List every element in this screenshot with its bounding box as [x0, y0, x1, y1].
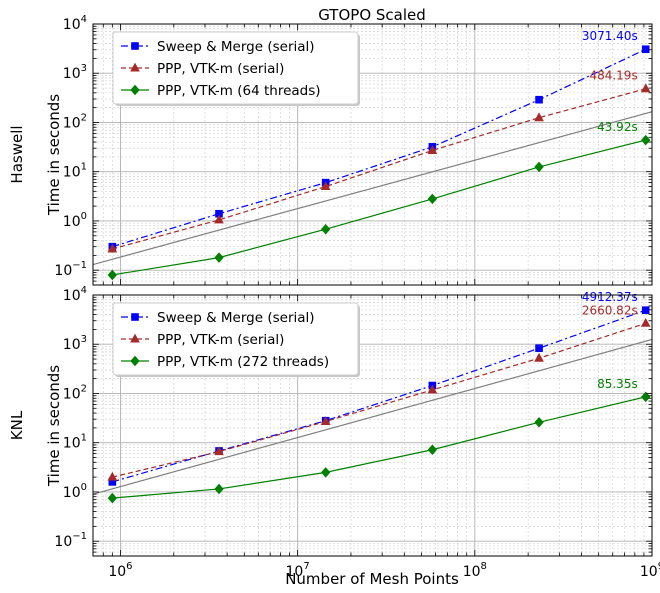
data-point: [640, 317, 651, 327]
reference-line: [93, 111, 652, 266]
y-tick-label: 103: [63, 63, 87, 82]
legend-entry: PPP, VTK-m (64 threads): [157, 83, 321, 99]
data-label: 3071.40s: [582, 29, 638, 43]
legend-marker: [130, 333, 140, 343]
y-tick-label: 10−1: [54, 531, 87, 550]
legend-entry: PPP, VTK-m (272 threads): [157, 354, 329, 370]
legend-box: [112, 302, 359, 376]
y-tick-label: 102: [63, 112, 87, 131]
panel-haswell: 3071.40s 484.19s 43.92s 10−1 100 101 102 103 104…: [8, 14, 653, 286]
data-point: [534, 352, 544, 362]
data-point: [214, 446, 224, 456]
legend-marker: [131, 42, 139, 50]
data-point: [321, 223, 331, 235]
data-point: [107, 269, 118, 281]
reference-line: [93, 338, 652, 495]
y-tick-label: 100: [63, 482, 87, 501]
data-point: [107, 471, 118, 481]
data-point: [107, 492, 118, 504]
y-tick-label: 103: [63, 334, 87, 353]
series-line: [112, 396, 646, 499]
legend: Sweep & Merge (serial) PPP, VTK-m (serial…: [112, 302, 360, 377]
data-point: [427, 193, 438, 205]
data-point: [427, 384, 438, 394]
y-tick-label: 101: [63, 162, 87, 181]
legend-marker: [130, 84, 140, 96]
legend-entry: PPP, VTK-m (serial): [157, 332, 284, 348]
data-point: [641, 45, 650, 54]
series-line: [112, 139, 646, 276]
data-label: 484.19s: [589, 69, 637, 83]
plot-frame: [92, 23, 653, 286]
chart-title: GTOPO Scaled: [318, 6, 426, 24]
y-tick-label: 104: [63, 285, 87, 304]
y-tick-label: 101: [63, 433, 87, 452]
legend-marker: [131, 313, 139, 321]
y-tick-label: 104: [63, 14, 87, 33]
data-point: [641, 391, 651, 403]
data-point: [321, 467, 331, 478]
data-point: [534, 417, 544, 428]
data-point: [427, 145, 438, 154]
data-point: [640, 83, 651, 93]
x-tick-label: 106: [108, 561, 132, 580]
data-point: [320, 181, 331, 191]
data-point: [535, 95, 543, 104]
series-2: 85.35s: [107, 377, 651, 504]
legend-marker: [130, 355, 140, 367]
y-tick-label: 102: [63, 383, 87, 402]
row-label: Haswell: [8, 125, 26, 183]
series-0: 3071.40s: [108, 29, 650, 251]
legend-entry: Sweep & Merge (serial): [157, 39, 315, 55]
y-axis-label: Time in seconds: [45, 94, 63, 216]
x-tick-label: 108: [463, 561, 487, 580]
y-tick-label: 100: [63, 211, 87, 230]
series-line: [112, 322, 646, 478]
data-point: [534, 112, 544, 122]
legend-entry: Sweep & Merge (serial): [157, 310, 315, 326]
x-tick-label: 109: [640, 561, 660, 580]
data-point: [320, 416, 331, 425]
series-1: 484.19s: [107, 69, 651, 253]
legend-entry: PPP, VTK-m (serial): [157, 61, 284, 77]
plot-frame: [92, 294, 653, 557]
series-line: [112, 48, 646, 248]
data-point: [427, 444, 438, 455]
data-label: 85.35s: [597, 377, 638, 391]
data-label: 4912.37s: [582, 290, 638, 304]
data-point: [214, 252, 224, 263]
legend: Sweep & Merge (serial) PPP, VTK-m (serial…: [112, 31, 360, 106]
y-tick-label: 10−1: [54, 260, 87, 279]
y-axis-label: Time in seconds: [45, 365, 63, 487]
data-point: [534, 161, 544, 173]
series-2: 43.92s: [107, 120, 651, 281]
data-label: 43.92s: [597, 120, 638, 134]
data-point: [107, 243, 118, 253]
legend-marker: [130, 62, 140, 72]
legend-box: [112, 31, 359, 105]
row-label: KNL: [8, 410, 26, 440]
data-point: [214, 214, 224, 224]
data-label: 2660.82s: [582, 303, 638, 317]
series-line: [112, 88, 646, 250]
data-point: [641, 306, 650, 314]
data-point: [535, 344, 543, 353]
series-1: 2660.82s: [107, 303, 651, 481]
data-point: [214, 483, 224, 495]
x-axis-label: Number of Mesh Points: [285, 570, 459, 588]
x-tick-label: 107: [286, 561, 310, 580]
data-point: [641, 134, 651, 146]
